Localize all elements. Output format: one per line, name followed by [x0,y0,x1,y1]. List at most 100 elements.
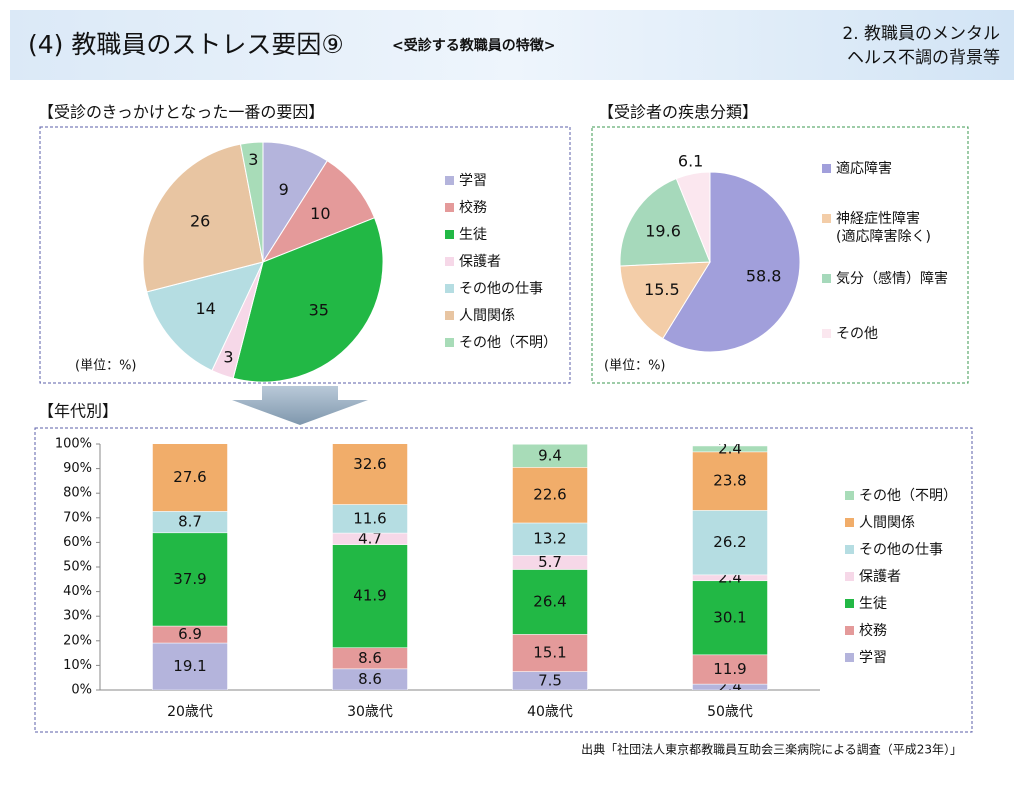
legend-label: 人間関係 [459,308,515,324]
x-tick-label: 50歳代 [707,704,753,720]
legend-label: その他 [836,326,878,342]
y-tick-label: 100% [55,437,92,452]
pie-slice [662,171,801,353]
pie-slice [146,261,264,372]
panel-border [591,126,969,384]
legend-label: その他の仕事 [459,281,543,297]
y-tick-label: 10% [63,658,92,673]
x-tick-label: 30歳代 [347,704,393,720]
chart-title: 【受診者の疾患分類】 [598,103,758,122]
data-label: 8.6 [358,649,382,667]
legend-swatch [445,230,454,239]
legend-swatch [445,203,454,212]
x-tick-label: 20歳代 [167,704,213,720]
legend-swatch [445,257,454,266]
legend-label: 人間関係 [859,515,915,531]
y-tick-label: 0% [71,683,92,698]
legend-label: 保護者 [459,254,501,270]
bar-segment [692,580,768,656]
legend-swatch [845,491,854,500]
legend-swatch [845,518,854,527]
bar-segment [512,444,588,468]
data-label: 41.9 [353,587,386,605]
pie-slice [619,261,711,340]
panel-border [34,427,973,733]
data-label: 6.1 [678,152,703,171]
source: 出典「社団法人東京都教職員互助会三楽病院による調査（平成23年）」 [581,742,962,757]
pie-slice [261,159,376,264]
data-label: 19.6 [645,221,681,240]
y-tick-label: 40% [63,584,92,599]
legend-swatch [845,653,854,662]
data-label: 15.5 [644,280,680,299]
section-label: ヘルス不調の背景等 [847,48,1000,68]
data-label: 26 [190,212,210,231]
bar-segment [332,444,408,505]
data-label: 35 [309,301,329,320]
legend-swatch [445,311,454,320]
legend-label: 校務 [459,200,487,216]
pie-slice [239,141,264,263]
y-tick-label: 30% [63,609,92,624]
chart-title: 【年代別】 [38,402,118,421]
pie-slice [232,217,384,383]
data-label: 27.6 [173,468,206,486]
data-label: 26.2 [713,533,746,551]
legend-swatch [822,214,831,223]
panel-border [39,126,571,384]
legend-swatch [822,329,831,338]
data-label: 11.9 [713,660,746,678]
y-tick-label: 80% [63,486,92,501]
data-label: 8.7 [178,513,202,531]
legend-swatch [845,626,854,635]
data-label: 32.6 [353,455,386,473]
bar-segment [692,510,768,576]
legend-swatch [845,545,854,554]
data-label: 6.9 [178,625,202,643]
y-tick-label: 20% [63,633,92,648]
y-tick-label: 70% [63,510,92,525]
data-label: 30.1 [713,608,746,626]
legend-swatch [822,274,831,283]
bar-segment [692,445,768,453]
legend-label: 神経症性障害 (適応障害除く) [836,211,931,245]
legend-label: 校務 [859,623,887,639]
x-tick-label: 40歳代 [527,704,573,720]
unit-note: (単位：%) [75,358,137,374]
data-label: 2.4 [718,439,742,457]
bar-segment [332,544,408,648]
legend-label: その他の仕事 [859,542,943,558]
legend-swatch [845,572,854,581]
bar-segment [332,504,408,534]
data-label: 11.6 [353,509,386,527]
bar-segment [512,467,588,524]
data-label: 3 [223,347,233,366]
bar-segment [512,522,588,556]
page-title: (4) 教職員のストレス要因⑨ [28,30,344,59]
data-label: 58.8 [746,267,782,286]
page-subtitle: <受診する教職員の特徴> [392,37,555,54]
legend-swatch [822,164,831,173]
pie-slice [675,171,711,263]
legend-label: 学習 [859,650,887,666]
legend-swatch [445,284,454,293]
bar-segment [512,634,588,672]
header-band [10,10,1014,80]
data-label: 19.1 [173,657,206,675]
legend-label: 適応障害 [836,161,892,177]
arrow [232,386,368,425]
legend-swatch [845,599,854,608]
legend-label: その他（不明） [859,488,957,504]
plot-area: 19.1 6.9 37.9 8.7 27.6 8.6 8.6 41.9 4.7 11.6 32.6 7… [152,439,768,690]
data-label: 8.6 [358,670,382,688]
data-label: 22.6 [533,486,566,504]
y-tick-label: 50% [63,560,92,575]
legend-swatch [445,338,454,347]
pie-slice [619,177,711,267]
data-label: 13.2 [533,530,566,548]
data-label: 15.1 [533,643,566,661]
legend-label: 気分（感情）障害 [836,271,948,287]
bar-segment [152,444,228,512]
legend-label: 生徒 [459,227,487,243]
